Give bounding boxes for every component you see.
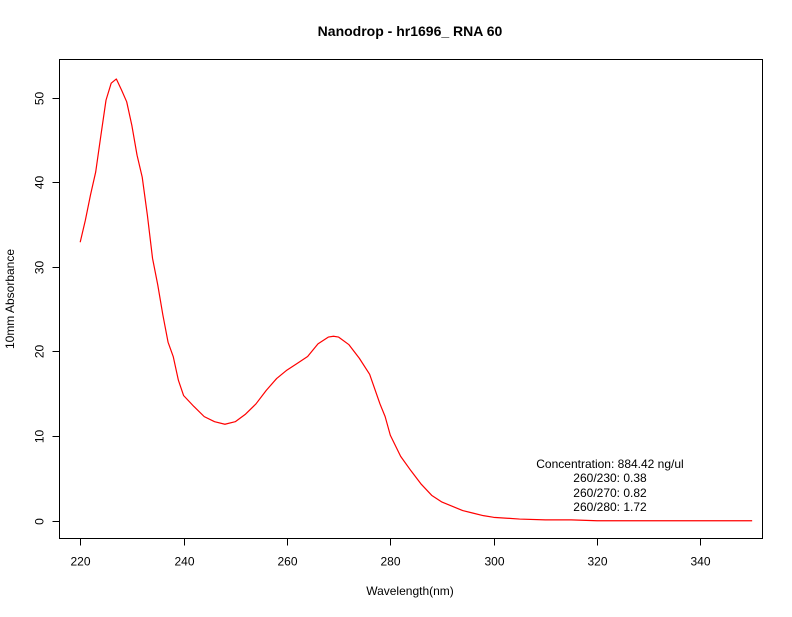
x-tick-label: 260 (277, 555, 297, 569)
y-axis: 0 10 20 30 40 50 (33, 92, 60, 525)
series-layer (79, 78, 753, 522)
absorbance-series-line (79, 78, 753, 522)
annotation-concentration: Concentration: 884.42 ng/ul (536, 457, 683, 471)
x-axis: 220 240 260 280 300 320 340 (70, 538, 711, 569)
annotation-ratio-260-230: 260/230: 0.38 (573, 471, 647, 485)
x-tick-label: 280 (380, 555, 400, 569)
y-tick-label: 20 (33, 345, 47, 359)
annotation-ratio-260-280: 260/280: 1.72 (573, 500, 647, 514)
chart-title: Nanodrop - hr1696_ RNA 60 (318, 23, 503, 39)
y-tick-label: 10 (33, 430, 47, 444)
y-tick-label: 0 (33, 518, 47, 525)
y-tick-label: 50 (33, 92, 47, 106)
y-tick-label: 40 (33, 176, 47, 190)
x-tick-label: 240 (174, 555, 194, 569)
annotation-ratio-260-270: 260/270: 0.82 (573, 486, 647, 500)
x-tick-label: 220 (70, 555, 90, 569)
x-tick-label: 340 (690, 555, 710, 569)
x-tick-label: 300 (484, 555, 504, 569)
y-axis-label: 10mm Absorbance (3, 249, 17, 349)
x-tick-label: 320 (587, 555, 607, 569)
y-tick-label: 30 (33, 261, 47, 275)
plot-frame (59, 59, 763, 539)
annotation-block: Concentration: 884.42 ng/ul 260/230: 0.3… (536, 457, 683, 514)
x-axis-label: Wavelength(nm) (366, 584, 454, 598)
